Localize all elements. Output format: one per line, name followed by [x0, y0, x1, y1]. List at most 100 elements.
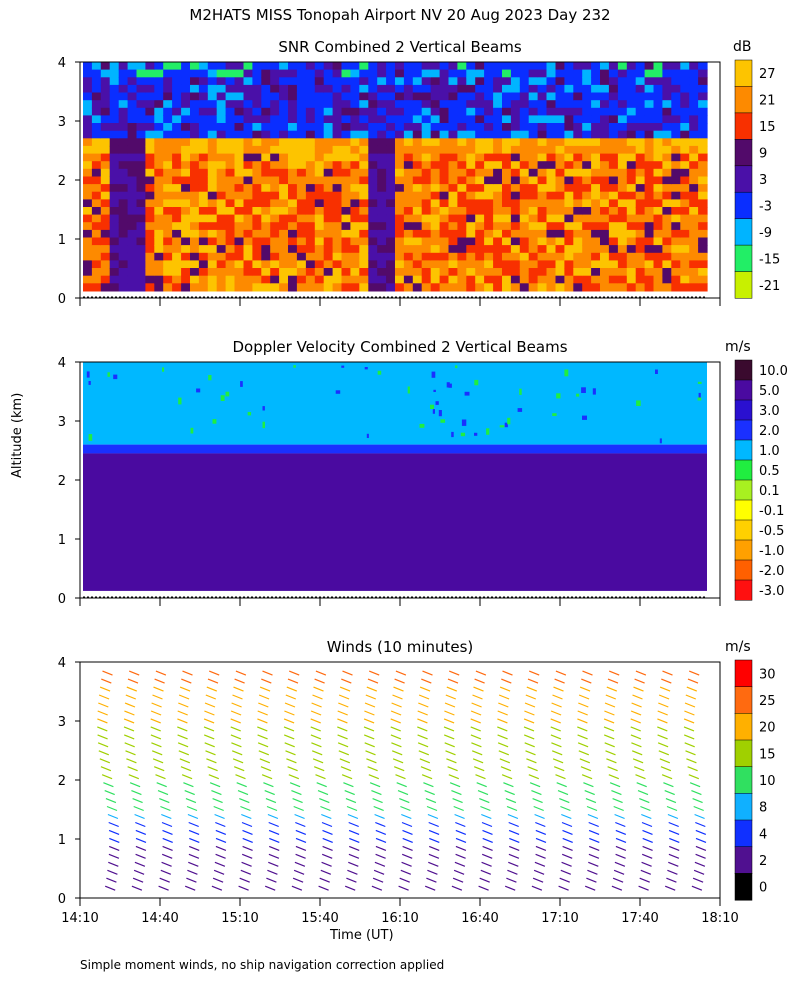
- colorbar-tick-label: 2: [759, 854, 767, 869]
- wind-barb: [559, 798, 570, 804]
- snr-cell: [403, 222, 414, 231]
- snr-cell: [154, 145, 164, 155]
- snr-cell: [341, 260, 351, 269]
- wind-barb: [444, 742, 455, 748]
- wind-barb: [128, 670, 140, 676]
- snr-cell: [510, 77, 521, 86]
- x-tick-label: 15:10: [221, 911, 258, 926]
- snr-cell: [510, 123, 521, 132]
- snr-cell: [573, 153, 583, 162]
- snr-cell: [154, 199, 164, 208]
- snr-cell: [591, 130, 601, 139]
- snr-cell: [136, 100, 146, 109]
- snr-cell: [163, 260, 173, 269]
- snr-cell: [359, 245, 369, 254]
- snr-cell: [555, 191, 565, 200]
- wind-barb: [312, 694, 323, 700]
- snr-cell: [528, 252, 539, 261]
- snr-cell: [261, 84, 271, 94]
- wind-barb: [124, 742, 135, 748]
- snr-cell: [635, 115, 646, 124]
- snr-cell: [190, 84, 200, 94]
- wind-barb: [310, 726, 321, 732]
- snr-cell: [395, 153, 405, 162]
- snr-cell: [475, 260, 485, 269]
- wind-barb: [341, 774, 353, 780]
- doppler-speckle: [247, 412, 252, 416]
- wind-barb: [471, 742, 482, 748]
- snr-cell: [546, 237, 556, 246]
- snr-cell: [555, 207, 565, 216]
- snr-cell: [145, 84, 155, 94]
- snr-cell: [145, 184, 155, 193]
- snr-cell: [288, 176, 298, 185]
- snr-cell: [395, 100, 405, 109]
- snr-cell: [626, 207, 637, 216]
- snr-cell: [600, 268, 610, 277]
- snr-cell: [573, 161, 583, 170]
- snr-cell: [475, 222, 485, 231]
- snr-cell: [332, 84, 343, 94]
- snr-cell: [279, 92, 289, 101]
- snr-cell: [608, 283, 619, 292]
- winds-panel-title: Winds (10 minutes): [326, 638, 474, 656]
- wind-barb: [603, 734, 615, 740]
- snr-cell: [172, 207, 182, 216]
- snr-cell: [118, 115, 129, 124]
- snr-cell: [493, 260, 503, 269]
- snr-cell: [163, 138, 173, 147]
- colorbar-swatch: [734, 244, 753, 273]
- snr-cell: [136, 283, 146, 292]
- snr-cell: [617, 199, 628, 208]
- wind-barb: [135, 829, 147, 835]
- wind-barb: [527, 678, 539, 684]
- snr-cell: [350, 123, 360, 132]
- snr-cell: [323, 184, 334, 193]
- snr-cell: [350, 69, 360, 78]
- snr-cell: [537, 237, 548, 246]
- wind-barb: [150, 710, 162, 716]
- snr-cell: [403, 92, 414, 101]
- snr-cell: [198, 191, 209, 200]
- snr-cell: [83, 145, 93, 155]
- snr-cell: [181, 229, 191, 239]
- wind-barb: [317, 790, 329, 796]
- snr-cell: [680, 275, 690, 284]
- snr-cell: [270, 275, 280, 284]
- wind-barb: [215, 829, 227, 835]
- wind-barb: [156, 782, 167, 788]
- doppler-speckle: [88, 434, 93, 441]
- snr-cell: [493, 153, 503, 162]
- snr-cell: [190, 176, 200, 185]
- snr-cell: [591, 84, 601, 94]
- snr-cell: [216, 283, 227, 292]
- snr-cell: [475, 138, 485, 147]
- snr-cell: [653, 260, 663, 269]
- snr-cell: [510, 145, 521, 155]
- snr-cell: [83, 245, 93, 254]
- snr-cell: [296, 153, 307, 162]
- snr-cell: [127, 176, 138, 185]
- snr-cell: [457, 184, 467, 193]
- snr-cell: [698, 84, 708, 94]
- snr-cell: [225, 84, 236, 94]
- wind-barb: [390, 718, 401, 724]
- wind-barb: [395, 670, 407, 676]
- snr-cell: [591, 161, 601, 170]
- snr-cell: [83, 275, 93, 284]
- snr-cell: [403, 176, 414, 185]
- snr-cell: [412, 107, 423, 116]
- snr-cell: [261, 92, 271, 101]
- snr-cell: [698, 184, 708, 193]
- snr-cell: [635, 123, 646, 132]
- snr-cell: [314, 237, 325, 246]
- snr-cell: [395, 168, 405, 177]
- snr-cell: [412, 184, 423, 193]
- wind-barb: [215, 837, 227, 843]
- snr-cell: [475, 161, 485, 170]
- wind-barb: [135, 845, 147, 851]
- snr-cell: [288, 107, 298, 116]
- wind-barb: [129, 782, 141, 788]
- snr-cell: [698, 107, 708, 116]
- snr-cell: [528, 145, 539, 155]
